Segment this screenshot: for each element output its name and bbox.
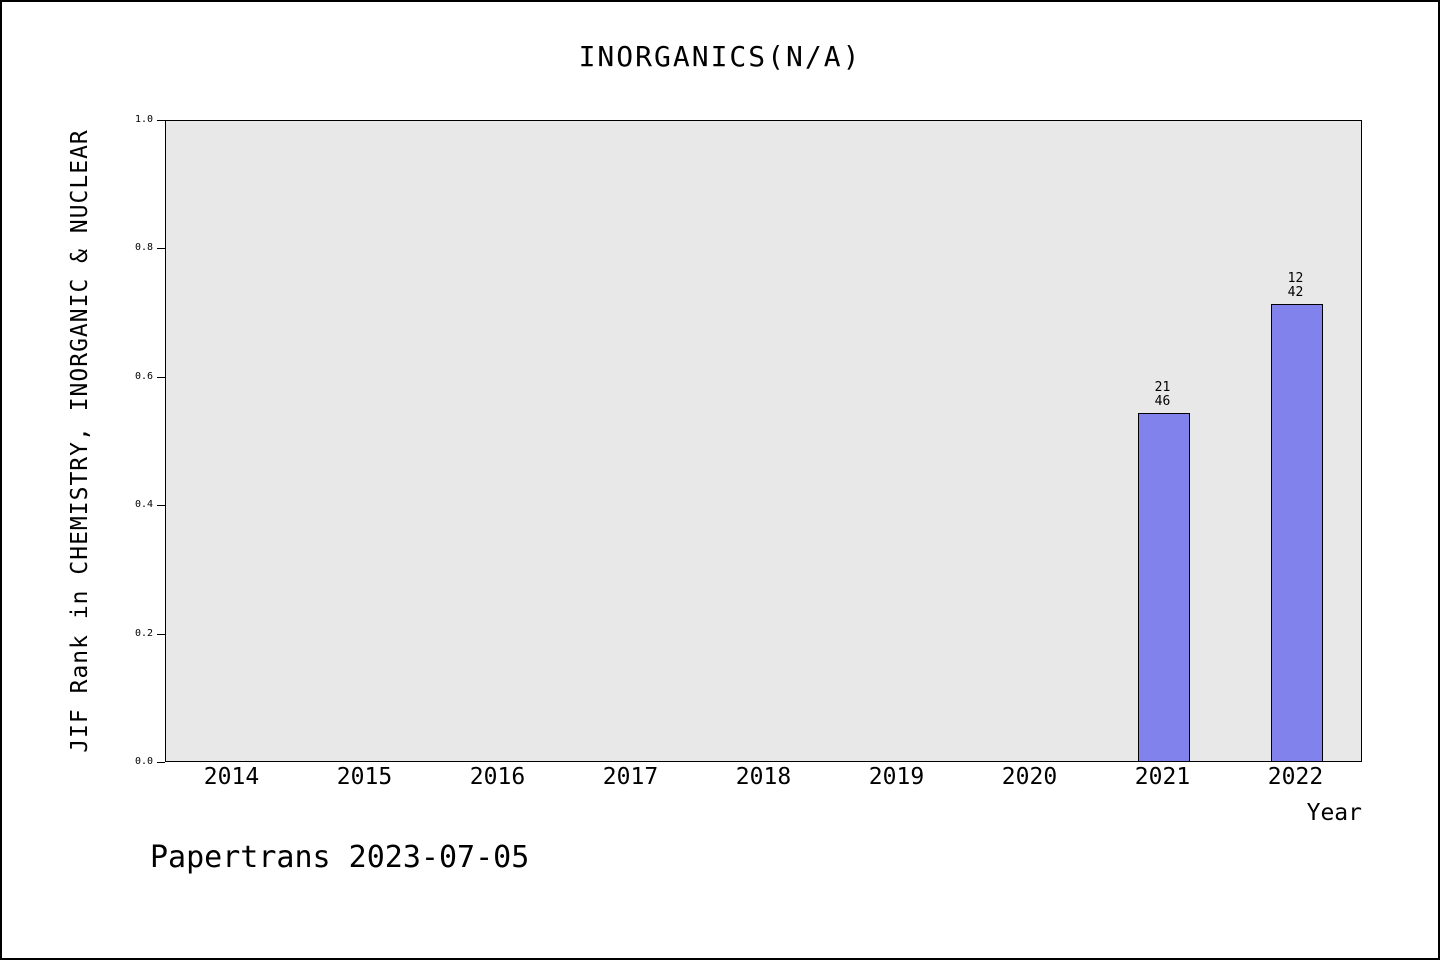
y-tick-mark — [157, 376, 165, 378]
y-tick-label: 1.0 — [134, 114, 153, 125]
y-tick-mark — [157, 248, 165, 250]
y-tick-label: 0.8 — [134, 242, 153, 254]
footer-watermark: Papertrans 2023-07-05 — [150, 840, 530, 875]
y-tick-mark — [157, 633, 165, 635]
x-tick-label: 2019 — [868, 764, 925, 790]
bar-value-label: 12 42 — [1287, 271, 1304, 300]
x-tick-label: 2022 — [1267, 764, 1324, 790]
y-tick-label: 0.0 — [134, 756, 153, 767]
x-tick-label: 2021 — [1134, 764, 1191, 790]
bar — [1270, 304, 1323, 762]
bar — [1137, 413, 1190, 762]
bar-value-label: 21 46 — [1154, 380, 1171, 409]
y-tick-label: 0.6 — [134, 370, 153, 382]
x-tick-label: 2014 — [203, 764, 260, 790]
x-axis-label: Year — [1306, 800, 1362, 826]
y-tick-mark — [157, 120, 165, 121]
y-tick-label: 0.4 — [134, 499, 153, 511]
chart-title: INORGANICS(N/A) — [578, 40, 862, 73]
x-tick-label: 2017 — [602, 764, 659, 790]
y-tick-label: 0.2 — [134, 627, 153, 639]
x-tick-label: 2015 — [336, 764, 393, 790]
y-tick-mark — [157, 762, 165, 763]
y-axis-label: JIF Rank in CHEMISTRY, INORGANIC & NUCLE… — [67, 129, 93, 753]
x-tick-label: 2020 — [1001, 764, 1058, 790]
x-tick-label: 2016 — [469, 764, 526, 790]
x-tick-label: 2018 — [735, 764, 792, 790]
y-tick-mark — [157, 505, 165, 507]
plot-area — [165, 120, 1362, 762]
